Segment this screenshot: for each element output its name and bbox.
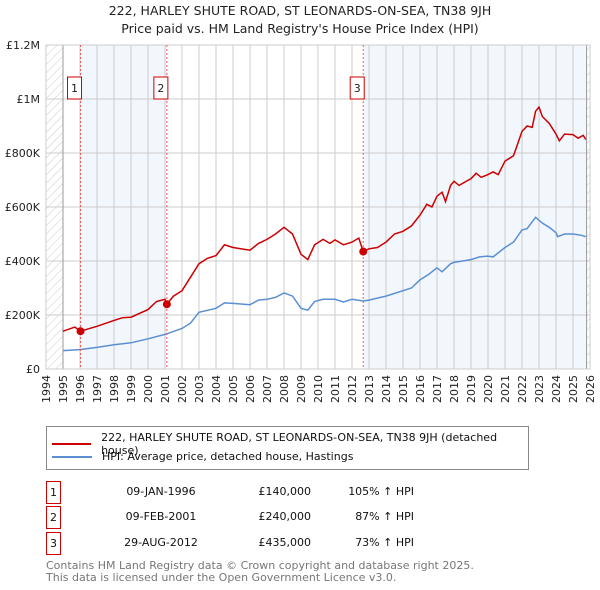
sale-date: 09-JAN-1996 bbox=[126, 485, 196, 498]
sale-number: 1 bbox=[46, 481, 61, 504]
x-tick-label: 2014 bbox=[380, 375, 393, 403]
x-tick-label: 2015 bbox=[397, 375, 410, 403]
sale-hpi: 87% ↑ HPI bbox=[355, 510, 414, 523]
sale-price: £240,000 bbox=[258, 510, 312, 523]
x-tick-label: 2022 bbox=[516, 375, 529, 403]
legend-label-hpi: HPI: Average price, detached house, Hast… bbox=[102, 450, 354, 463]
x-tick-label: 2012 bbox=[346, 375, 359, 403]
x-tick-label: 2001 bbox=[159, 375, 172, 403]
legend: 222, HARLEY SHUTE ROAD, ST LEONARDS-ON-S… bbox=[46, 426, 529, 470]
footer: Contains HM Land Registry data © Crown c… bbox=[46, 560, 474, 583]
x-tick-label: 2026 bbox=[584, 375, 597, 403]
x-tick-label: 2011 bbox=[329, 375, 342, 403]
sale-price: £140,000 bbox=[258, 485, 312, 498]
legend-label-property: 222, HARLEY SHUTE ROAD, ST LEONARDS-ON-S… bbox=[101, 431, 498, 457]
footer-line: This data is licensed under the Open Gov… bbox=[46, 570, 397, 584]
x-tick-label: 2004 bbox=[210, 375, 223, 403]
sale-point bbox=[359, 247, 368, 256]
sale-hpi: 105% ↑ HPI bbox=[348, 485, 414, 498]
x-tick-label: 1994 bbox=[40, 375, 53, 403]
sale-point bbox=[162, 300, 171, 309]
x-tick-label: 1995 bbox=[57, 375, 70, 403]
chart-title: 222, HARLEY SHUTE ROAD, ST LEONARDS-ON-S… bbox=[108, 3, 492, 18]
y-tick-label: £0 bbox=[26, 363, 40, 376]
sale-marker-label: 3 bbox=[354, 82, 361, 95]
x-tick-label: 1998 bbox=[108, 375, 121, 403]
x-tick-label: 2016 bbox=[414, 375, 427, 403]
sale-date: 09-FEB-2001 bbox=[125, 510, 197, 523]
sale-marker-box bbox=[153, 76, 169, 100]
x-tick-label: 2009 bbox=[295, 375, 308, 403]
sale-point bbox=[76, 327, 85, 336]
sale-marker-box bbox=[349, 76, 365, 100]
sale-price: £435,000 bbox=[258, 536, 312, 549]
x-tick-label: 2000 bbox=[142, 375, 155, 403]
x-tick-label: 2019 bbox=[465, 375, 478, 403]
x-tick-label: 2005 bbox=[227, 375, 240, 403]
hpi-line bbox=[62, 216, 587, 352]
y-tick-label: £400K bbox=[5, 255, 41, 268]
y-tick-label: £1M bbox=[17, 93, 41, 106]
x-tick-label: 2003 bbox=[193, 375, 206, 403]
sale-number: 2 bbox=[46, 506, 61, 529]
x-tick-label: 2023 bbox=[533, 375, 546, 403]
plot-area: 1994 1995 1996 1997 1998 1999 2000 2001 2002 2003… bbox=[5, 39, 597, 403]
x-tick-label: 2018 bbox=[448, 375, 461, 403]
property-price-line bbox=[62, 105, 587, 333]
x-tick-label: 1997 bbox=[91, 375, 104, 403]
x-tick-label: 2025 bbox=[567, 375, 580, 403]
sale-marker-label: 1 bbox=[71, 82, 78, 95]
x-tick-label: 2021 bbox=[499, 375, 512, 403]
x-tick-label: 2024 bbox=[550, 375, 563, 403]
y-tick-label: £1.2M bbox=[6, 39, 40, 52]
sale-number: 3 bbox=[46, 532, 61, 555]
x-tick-label: 2010 bbox=[312, 375, 325, 403]
y-tick-label: £600K bbox=[5, 201, 41, 214]
sale-date: 29-AUG-2012 bbox=[124, 536, 198, 549]
x-tick-label: 2017 bbox=[431, 375, 444, 403]
sale-hpi: 73% ↑ HPI bbox=[355, 536, 414, 549]
x-tick-label: 2002 bbox=[176, 375, 189, 403]
chart-subtitle: Price paid vs. HM Land Registry's House … bbox=[121, 21, 479, 36]
x-tick-label: 2007 bbox=[261, 375, 274, 403]
x-tick-label: 2013 bbox=[363, 375, 376, 403]
y-tick-label: £200K bbox=[5, 309, 41, 322]
legend-swatch-hpi bbox=[52, 455, 92, 458]
x-tick-label: 2008 bbox=[278, 375, 291, 403]
sale-marker-label: 2 bbox=[157, 82, 164, 95]
plot-border bbox=[45, 44, 591, 370]
sale-marker-box bbox=[67, 76, 83, 100]
legend-swatch-property bbox=[52, 443, 92, 445]
x-tick-label: 1999 bbox=[125, 375, 138, 403]
y-tick-label: £800K bbox=[5, 147, 41, 160]
x-tick-label: 2020 bbox=[482, 375, 495, 403]
x-tick-label: 2006 bbox=[244, 375, 257, 403]
x-tick-label: 1996 bbox=[74, 375, 87, 403]
footer-line: Contains HM Land Registry data © Crown c… bbox=[46, 559, 474, 572]
